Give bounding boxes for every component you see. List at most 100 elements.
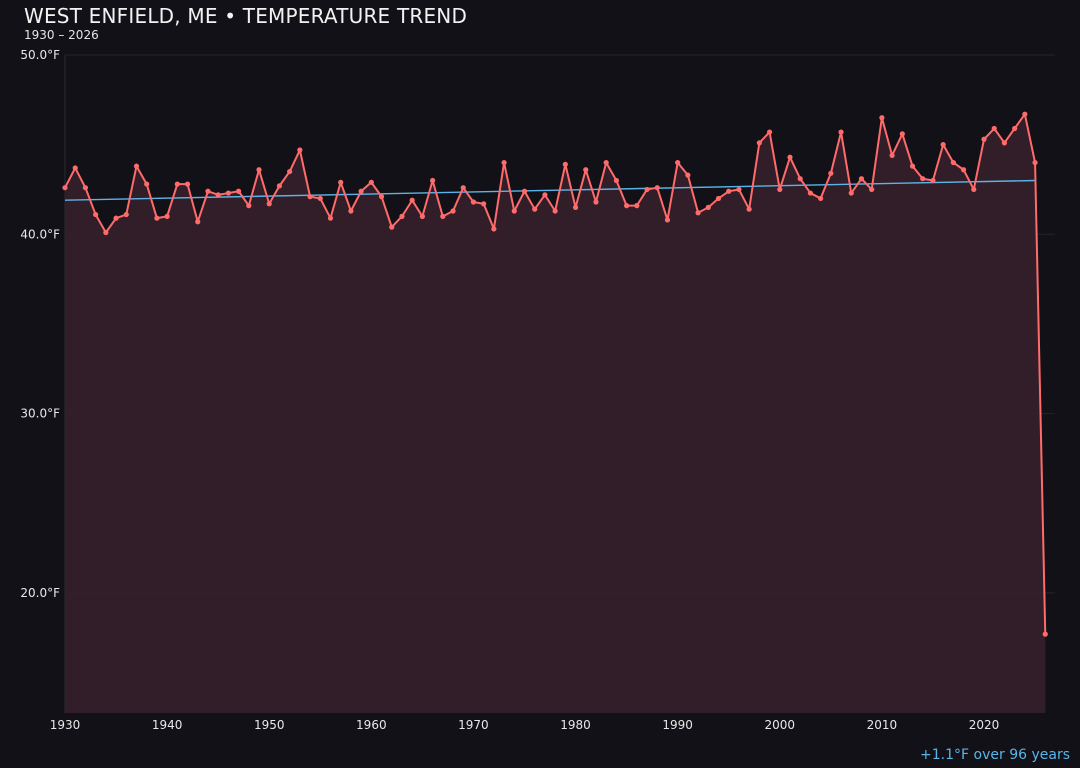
data-point — [1022, 111, 1028, 117]
data-point — [358, 188, 364, 194]
data-point — [991, 125, 997, 132]
data-point — [542, 192, 548, 198]
data-point — [695, 210, 701, 216]
data-point — [195, 219, 201, 225]
data-point — [644, 186, 650, 193]
data-point — [736, 186, 742, 193]
data-point — [184, 181, 191, 187]
data-point — [123, 211, 129, 218]
data-point — [654, 185, 660, 191]
data-point — [256, 167, 262, 173]
x-tick-label: 2000 — [765, 718, 796, 732]
data-point — [307, 194, 313, 200]
data-point — [624, 203, 630, 209]
data-point — [838, 129, 844, 135]
data-point — [144, 181, 150, 187]
data-point — [777, 186, 783, 193]
trend-annotation: +1.1°F over 96 years — [920, 747, 1070, 763]
data-point — [297, 147, 303, 153]
x-tick-label: 1930 — [50, 718, 81, 732]
data-point — [82, 185, 89, 191]
x-tick-label: 1990 — [662, 718, 693, 732]
data-point — [419, 213, 425, 219]
data-point — [481, 201, 487, 207]
data-point — [715, 195, 722, 202]
data-point — [174, 181, 180, 187]
data-point — [154, 215, 160, 221]
x-tick-label: 2020 — [969, 718, 1000, 732]
data-point — [532, 206, 538, 212]
data-point — [113, 215, 119, 221]
data-point — [409, 197, 415, 203]
y-tick-label: 20.0°F — [20, 586, 60, 600]
data-point — [950, 159, 956, 166]
data-point — [460, 185, 466, 191]
x-tick-label: 1960 — [356, 718, 387, 732]
data-point — [491, 226, 497, 232]
data-point — [572, 204, 579, 210]
data-point — [389, 224, 395, 230]
data-point — [593, 199, 599, 205]
data-point — [971, 186, 977, 193]
data-point — [327, 215, 334, 221]
data-point — [603, 159, 609, 166]
data-point — [62, 185, 68, 191]
data-point — [562, 161, 568, 167]
temperature-area-fill — [65, 114, 1046, 714]
data-point — [378, 194, 385, 200]
data-point — [920, 176, 926, 182]
data-point — [368, 179, 374, 185]
data-point — [501, 159, 507, 166]
data-point — [287, 168, 293, 175]
data-point — [521, 188, 528, 194]
data-point — [787, 154, 793, 160]
data-point — [634, 203, 640, 209]
data-point — [266, 201, 272, 207]
data-point — [317, 195, 323, 202]
data-point — [675, 159, 681, 166]
chart-title: WEST ENFIELD, ME • TEMPERATURE TREND — [24, 4, 468, 28]
data-point — [235, 188, 242, 194]
data-point — [440, 213, 446, 219]
data-point — [103, 229, 109, 236]
data-point — [940, 142, 946, 148]
data-point — [430, 177, 436, 184]
x-tick-label: 2010 — [867, 718, 898, 732]
data-point — [858, 176, 865, 182]
x-tick-label: 1980 — [560, 718, 591, 732]
data-point — [818, 195, 824, 202]
data-point — [205, 188, 211, 194]
data-point — [766, 129, 773, 135]
data-point — [1042, 631, 1048, 637]
data-point — [960, 167, 967, 173]
x-tick-label: 1950 — [254, 718, 285, 732]
data-point — [348, 208, 354, 214]
data-point — [276, 183, 283, 189]
data-point — [225, 190, 231, 196]
data-point — [726, 188, 732, 194]
data-point — [511, 208, 517, 214]
data-point — [981, 136, 987, 142]
data-point — [869, 186, 875, 193]
data-point — [807, 190, 814, 196]
y-tick-label: 50.0°F — [20, 48, 60, 62]
x-tick-label: 1940 — [152, 718, 183, 732]
chart-subtitle: 1930 – 2026 — [24, 28, 99, 42]
data-point — [848, 190, 854, 196]
data-point — [1012, 125, 1018, 132]
data-point — [470, 199, 477, 205]
y-tick-label: 30.0°F — [20, 407, 60, 421]
data-point — [685, 172, 691, 178]
data-point — [797, 176, 803, 182]
data-point — [215, 192, 221, 198]
data-point — [705, 204, 711, 210]
data-point — [664, 217, 671, 223]
y-tick-label: 40.0°F — [20, 227, 60, 241]
data-point — [746, 206, 752, 212]
data-point — [889, 152, 895, 159]
data-point — [133, 163, 140, 169]
data-point — [828, 170, 834, 176]
data-point — [879, 115, 885, 121]
data-point — [930, 177, 936, 184]
